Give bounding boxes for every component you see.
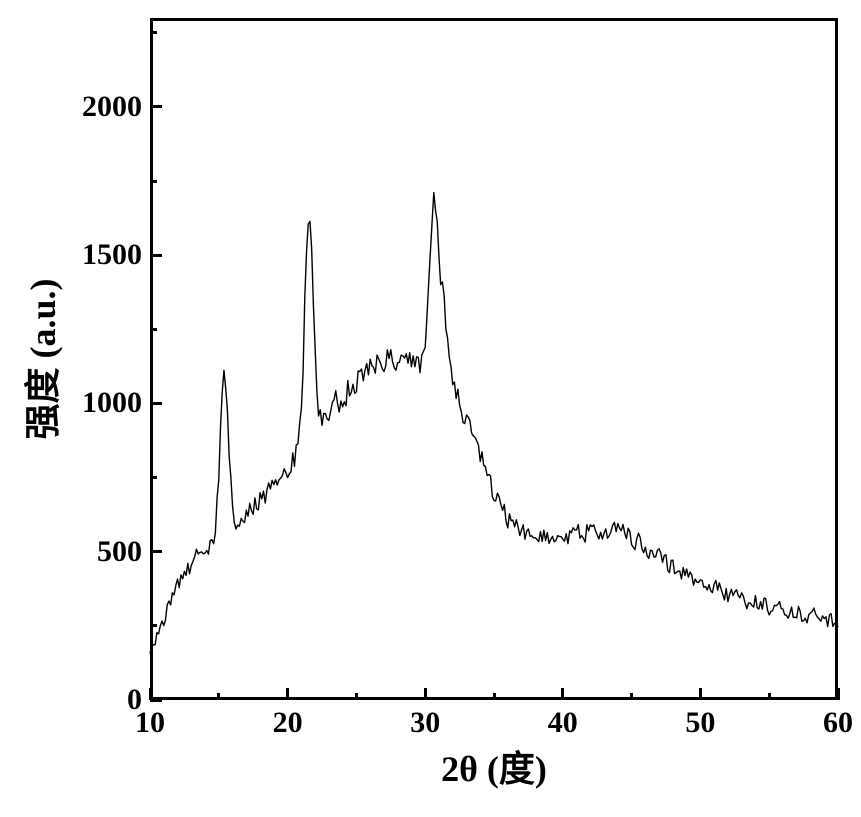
- axis-left: [150, 18, 153, 700]
- y-major-tick: [150, 699, 162, 702]
- y-major-tick: [150, 402, 162, 405]
- x-minor-tick: [355, 693, 358, 700]
- y-tick-label: 1500: [82, 238, 142, 272]
- x-major-tick: [424, 688, 427, 700]
- y-minor-tick: [150, 180, 157, 183]
- x-minor-tick: [493, 693, 496, 700]
- x-major-tick: [561, 688, 564, 700]
- plot-area: [150, 18, 838, 700]
- axis-top: [150, 18, 838, 21]
- y-minor-tick: [150, 624, 157, 627]
- y-major-tick: [150, 254, 162, 257]
- xrd-chart: 1020304050600500100015002000 2θ (度) 强度 (…: [0, 0, 861, 817]
- x-tick-label: 30: [410, 706, 440, 740]
- x-minor-tick: [217, 693, 220, 700]
- y-tick-label: 1000: [82, 386, 142, 420]
- y-axis-title: 强度 (a.u.): [14, 279, 66, 440]
- x-major-tick: [837, 688, 840, 700]
- x-tick-label: 20: [273, 706, 303, 740]
- x-tick-label: 40: [548, 706, 578, 740]
- axis-right: [835, 18, 838, 700]
- y-tick-label: 2000: [82, 90, 142, 124]
- x-axis-title: 2θ (度): [441, 740, 547, 792]
- x-tick-label: 60: [823, 706, 853, 740]
- y-major-tick: [150, 550, 162, 553]
- y-tick-label: 0: [127, 683, 142, 717]
- y-minor-tick: [150, 476, 157, 479]
- x-minor-tick: [768, 693, 771, 700]
- y-major-tick: [150, 105, 162, 108]
- x-major-tick: [286, 688, 289, 700]
- x-tick-label: 50: [685, 706, 715, 740]
- xrd-trace: [150, 18, 838, 700]
- x-major-tick: [699, 688, 702, 700]
- y-minor-tick: [150, 328, 157, 331]
- y-tick-label: 500: [97, 535, 142, 569]
- x-minor-tick: [630, 693, 633, 700]
- y-minor-tick: [150, 31, 157, 34]
